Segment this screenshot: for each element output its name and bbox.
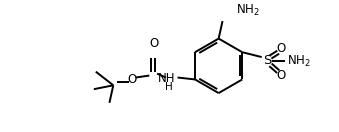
Text: NH: NH — [158, 72, 176, 85]
Text: O: O — [149, 37, 159, 50]
Text: O: O — [277, 69, 286, 82]
Text: H: H — [165, 82, 173, 92]
Text: NH$_2$: NH$_2$ — [287, 53, 311, 69]
Text: S: S — [263, 55, 272, 67]
Text: NH$_2$: NH$_2$ — [236, 3, 260, 18]
Text: O: O — [277, 42, 286, 55]
Text: O: O — [127, 73, 136, 86]
